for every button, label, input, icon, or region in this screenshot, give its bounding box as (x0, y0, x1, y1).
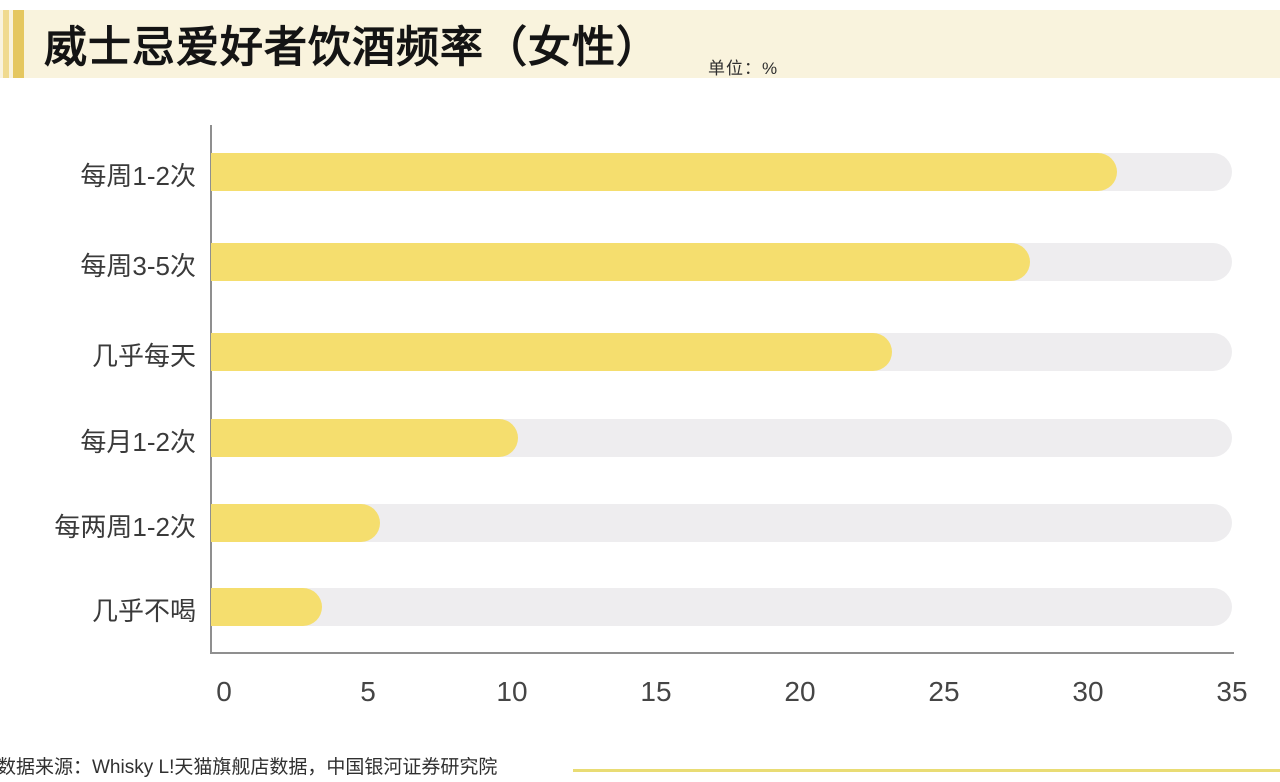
category-label: 每周1-2次 (80, 161, 196, 191)
category-label: 每周3-5次 (80, 251, 196, 281)
bar-fill-6 (211, 588, 322, 626)
header-accent-gold-bar (13, 10, 24, 78)
x-tick-label: 35 (1216, 676, 1248, 707)
x-tick-label: 5 (360, 676, 376, 707)
x-tick-label: 30 (1072, 676, 1104, 707)
category-label: 每两周1-2次 (54, 512, 196, 542)
category-label: 每月1-2次 (80, 427, 196, 457)
x-tick-label: 20 (784, 676, 816, 707)
bar-fill-2 (211, 243, 1030, 281)
bar-fill-1 (211, 153, 1117, 191)
category-label: 几乎不喝 (91, 596, 196, 626)
header-band: 威士忌爱好者饮酒频率（女性） 单位：% (0, 10, 1280, 78)
x-tick-label: 0 (216, 676, 232, 707)
unit-label: 单位：% (708, 59, 779, 78)
x-tick-label: 25 (928, 676, 960, 707)
x-tick-label: 10 (496, 676, 528, 707)
source-text: 数据来源：Whisky L!天猫旗舰店数据，中国银河证券研究院 (0, 757, 498, 778)
header-accent-light-bar (3, 10, 9, 78)
x-tick-label: 15 (640, 676, 672, 707)
y-axis-line (210, 125, 212, 654)
bar-fill-5 (211, 504, 380, 542)
bar-fill-4 (211, 419, 518, 457)
bar-track (211, 504, 1232, 542)
category-label: 几乎每天 (91, 341, 196, 371)
x-axis-line (210, 652, 1234, 654)
bar-fill-3 (211, 333, 892, 371)
chart-title: 威士忌爱好者饮酒频率（女性） (44, 24, 660, 72)
footer-divider (573, 769, 1280, 772)
bar-track (211, 588, 1232, 626)
